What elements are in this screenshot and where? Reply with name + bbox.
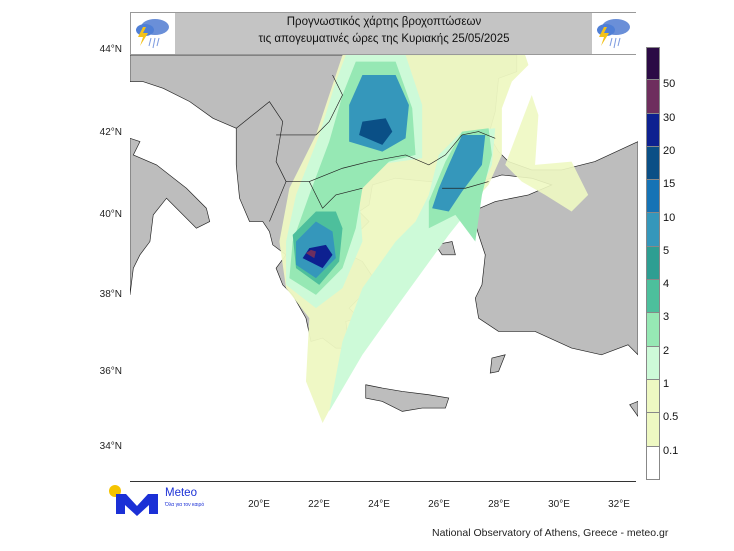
lon-label: 22°E (308, 499, 330, 510)
map-canvas (130, 55, 638, 483)
title-line-2: τις απογευματινές ώρες της Κυριακής 25/0… (258, 33, 510, 45)
colorbar-segment (646, 280, 660, 314)
colorbar-label: 50 (663, 78, 676, 90)
colorbar-label: 1 (663, 378, 670, 390)
crete (365, 384, 450, 412)
logo-tagline: Όλα για τον καιρό (165, 502, 205, 508)
logo-name: Meteo (165, 487, 197, 499)
lon-label: 24°E (368, 499, 390, 510)
lat-label: 38°N (99, 289, 122, 300)
rain-area-10mm (432, 134, 486, 212)
lon-label: 32°E (608, 499, 630, 510)
colorbar-segment (646, 47, 660, 81)
footer-credit: National Observatory of Athens, Greece -… (432, 527, 669, 539)
lat-label: 34°N (99, 441, 122, 452)
colorbar-segment (646, 379, 660, 414)
lat-label: 40°N (99, 209, 122, 220)
colorbar-segment (646, 246, 660, 281)
title-line-1: Προγνωστικός χάρτης βροχοπτώσεων (286, 16, 482, 28)
lon-label: 28°E (488, 499, 510, 510)
colorbar-label: 30 (663, 112, 676, 124)
lat-label: 36°N (99, 366, 122, 377)
colorbar-segment (646, 446, 660, 480)
lon-label: 20°E (248, 499, 270, 510)
cyprus-corner (629, 401, 638, 417)
colorbar-segment (646, 180, 660, 214)
lat-label: 44°N (99, 44, 122, 55)
lon-label: 30°E (548, 499, 570, 510)
map-title: Προγνωστικός χάρτης βροχοπτώσεων τις απο… (176, 14, 592, 48)
thunderstorm-rain-icon (131, 13, 175, 54)
italy (130, 137, 211, 295)
thunderstorm-rain-icon (592, 13, 636, 54)
precipitation (279, 55, 589, 424)
x-axis (130, 481, 636, 482)
rhodes (489, 354, 506, 374)
colorbar-label: 0.1 (663, 445, 679, 457)
colorbar-label: 0.5 (663, 411, 679, 423)
colorbar-label: 3 (663, 311, 670, 323)
colorbar-label: 10 (663, 212, 676, 224)
land (130, 55, 638, 417)
title-box (130, 12, 636, 55)
colorbar-segment (646, 146, 660, 181)
colorbar-label: 5 (663, 245, 670, 257)
colorbar-label: 4 (663, 278, 670, 290)
colorbar-segment (646, 346, 660, 380)
lat-label: 42°N (99, 127, 122, 138)
rain-area-light (505, 94, 589, 212)
colorbar-segment (646, 80, 660, 114)
colorbar (646, 47, 660, 480)
lon-label: 26°E (428, 499, 450, 510)
rain-area-20mm (359, 118, 393, 145)
colorbar-label: 2 (663, 345, 670, 357)
colorbar-segment (646, 213, 660, 247)
colorbar-segment (646, 113, 660, 147)
colorbar-segment (646, 413, 660, 447)
meteo-logo (109, 485, 158, 516)
colorbar-segment (646, 313, 660, 347)
rain-area-50mm (305, 249, 316, 259)
colorbar-label: 20 (663, 145, 676, 157)
colorbar-label: 15 (663, 178, 676, 190)
borders (236, 74, 496, 222)
